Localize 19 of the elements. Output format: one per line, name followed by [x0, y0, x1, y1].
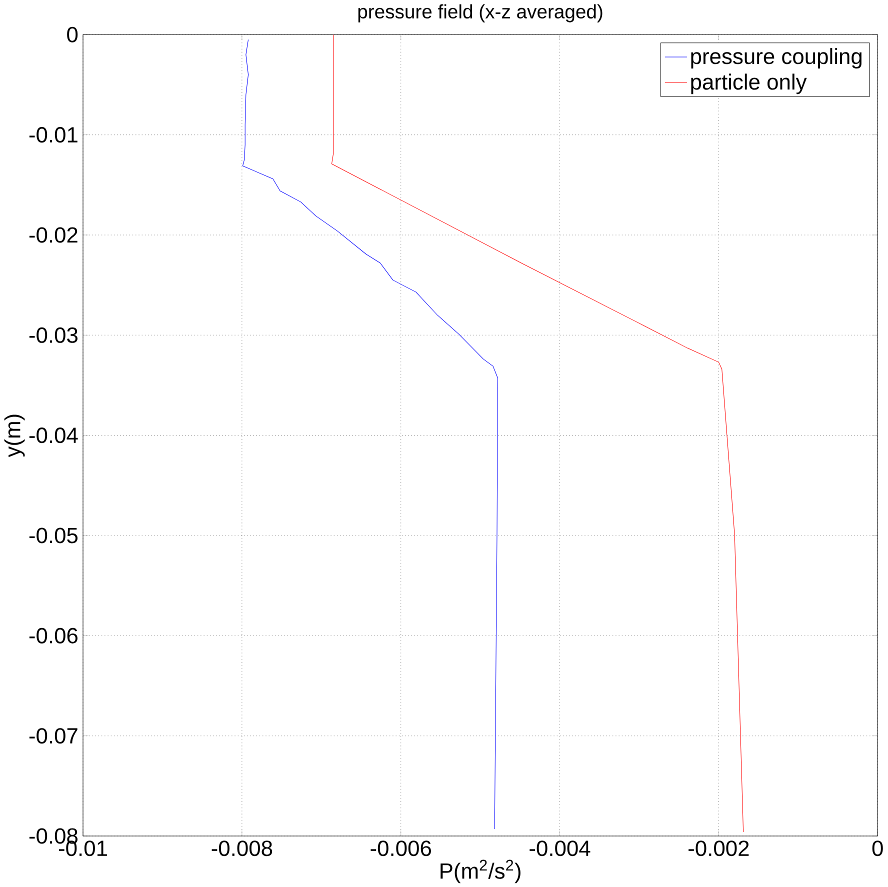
- x-tick-label: -0.004: [530, 840, 590, 856]
- y-tick-label: -0.06: [29, 628, 78, 644]
- y-tick-label: -0.04: [29, 427, 78, 443]
- x-tick-label: -0.008: [212, 840, 272, 856]
- chart-title: pressure field (x-z averaged): [358, 4, 602, 22]
- y-tick-label: -0.07: [29, 728, 78, 744]
- x-axis-title: P(m$^{2}$/s$^{2}$): [440, 860, 520, 883]
- line-series: [242, 39, 498, 830]
- y-tick-label: -0.01: [29, 126, 78, 142]
- x-tick-label: -0.006: [370, 840, 431, 856]
- legend-label: pressure coupling: [691, 48, 862, 68]
- y-tick-label: -0.02: [29, 226, 78, 243]
- x-tick-label: 0: [872, 840, 883, 856]
- y-tick-label: -0.05: [29, 528, 78, 544]
- y-axis-title: y(m): [4, 414, 25, 457]
- y-tick-label: -0.03: [29, 327, 78, 343]
- legend-label: particle only: [691, 73, 807, 94]
- y-tick-label: 0: [67, 26, 78, 42]
- x-tick-label: -0.002: [688, 840, 749, 856]
